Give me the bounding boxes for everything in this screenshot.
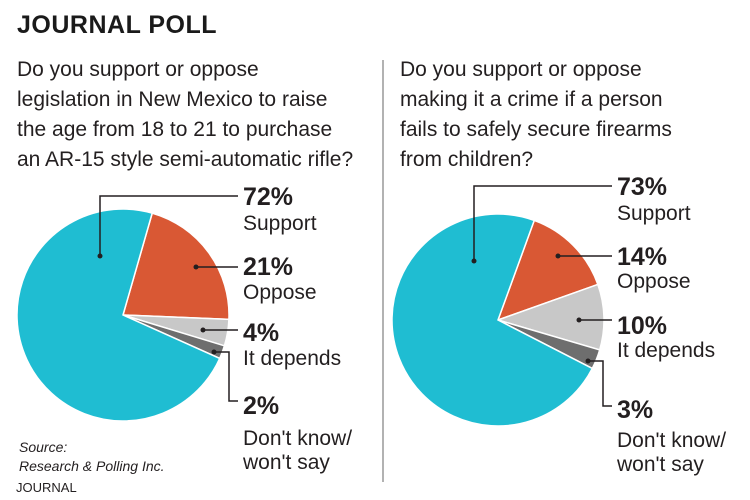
question-1-line-2: legislation in New Mexico to raise [17,88,327,111]
leader-line [473,185,612,261]
leader-dot [97,253,103,259]
leader-dot [211,349,217,355]
slice-label-dont-know-1: Don't know/ [243,427,352,450]
pie-slice-support [16,208,221,422]
leader-dot [585,358,591,364]
data-label-support: 72% [243,183,293,211]
leader-dot [576,317,582,323]
leader-line [99,195,238,256]
data-label-oppose: 21% [243,253,293,281]
graphic-title: JOURNAL POLL [17,11,217,39]
pie-chart-1 [16,208,230,422]
slice-label-dont-know-2: won't say [242,451,330,474]
leader-dot [555,253,561,259]
question-1-line-1: Do you support or oppose [17,58,259,81]
pie-slice-oppose [122,212,230,321]
slice-label-oppose: Oppose [243,281,317,304]
leader-dot [471,258,477,264]
leader-dot [200,327,206,333]
pie-slice-support [391,213,594,427]
question-2-line-4: from children? [400,148,533,171]
data-label-dont-know: 2% [243,392,279,420]
slice-label-oppose: Oppose [617,270,691,293]
journal-logo: JOURNAL [16,480,77,495]
data-label-support: 73% [617,173,667,201]
question-2-line-2: making it a crime if a person [400,88,663,111]
data-label-oppose: 14% [617,243,667,271]
pie-slice-oppose [496,219,599,322]
data-label-it-depends: 4% [243,319,279,347]
data-label-it-depends: 10% [617,312,667,340]
pie-chart-2 [391,213,605,427]
slice-label-support: Support [243,212,317,235]
slice-label-dont-know-1: Don't know/ [617,429,726,452]
question-2-line-3: fails to safely secure firearms [400,118,672,141]
data-label-dont-know: 3% [617,396,653,424]
question-1-line-3: the age from 18 to 21 to purchase [17,118,332,141]
leader-line [588,360,612,407]
leader-dot [193,264,199,270]
source-label: Source: [19,439,67,455]
slice-label-it-depends: It depends [617,339,715,362]
source-name: Research & Polling Inc. [19,458,165,474]
slice-label-dont-know-2: won't say [616,453,704,476]
leader-line [214,351,238,402]
question-2-line-1: Do you support or oppose [400,58,642,81]
question-1-line-4: an AR-15 style semi-automatic rifle? [17,148,353,171]
slice-label-it-depends: It depends [243,347,341,370]
slice-label-support: Support [617,202,691,225]
